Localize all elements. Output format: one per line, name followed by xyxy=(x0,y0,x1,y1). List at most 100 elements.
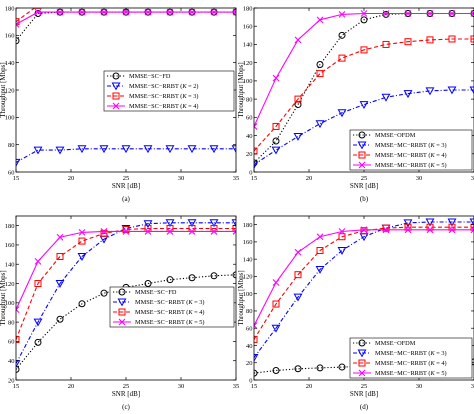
series-line-3 xyxy=(254,229,474,326)
data-point xyxy=(447,218,457,227)
data-point xyxy=(271,324,281,333)
data-point xyxy=(56,233,64,241)
legend-label: MMSE−SC−RRBT (K = 5) xyxy=(135,319,205,326)
series-markers-1 xyxy=(16,145,236,167)
data-point xyxy=(34,280,42,288)
data-point xyxy=(56,253,64,261)
data-point xyxy=(316,364,324,372)
data-point xyxy=(360,226,368,234)
data-point xyxy=(100,229,108,237)
data-point xyxy=(271,146,281,155)
y-tick-label: 140 xyxy=(243,42,253,49)
x-axis-label: SNR [dB] xyxy=(350,390,378,398)
legend-label: MMSE−MC−RRBT (K = 4) xyxy=(375,360,447,367)
data-point xyxy=(55,280,65,288)
data-point xyxy=(16,37,20,45)
data-point xyxy=(78,8,86,16)
y-tick-label: 60 xyxy=(246,326,253,333)
y-tick-label: 60 xyxy=(8,339,15,346)
data-point xyxy=(144,228,152,235)
data-point xyxy=(447,86,457,95)
x-tick-label: 15 xyxy=(251,383,258,390)
data-point xyxy=(382,226,390,234)
series-markers-3 xyxy=(16,228,236,313)
data-point xyxy=(211,1,217,7)
data-point xyxy=(316,247,324,255)
data-point xyxy=(426,36,434,44)
series-line-3 xyxy=(254,12,474,127)
data-point xyxy=(121,225,131,233)
data-point xyxy=(338,54,346,62)
data-point xyxy=(231,145,236,154)
data-point xyxy=(337,109,347,118)
data-point xyxy=(360,227,368,235)
data-point xyxy=(77,145,87,154)
data-point xyxy=(404,226,412,234)
series-markers-3 xyxy=(16,8,236,28)
data-point xyxy=(425,87,435,96)
data-point xyxy=(338,233,346,241)
series-markers-2 xyxy=(254,223,474,343)
legend-label: MMSE−SC−RRBT (K = 4) xyxy=(135,309,205,316)
legend-marker xyxy=(358,359,366,367)
data-point xyxy=(448,10,456,17)
y-tick-label: 0 xyxy=(249,169,252,176)
data-point xyxy=(33,146,43,155)
y-axis-label: Throughput [Mbps] xyxy=(0,62,7,117)
legend-box xyxy=(103,70,235,112)
data-point xyxy=(100,228,108,235)
data-point xyxy=(316,16,324,24)
y-tick-label: 80 xyxy=(246,308,253,315)
x-tick-label: 25 xyxy=(361,175,368,182)
data-point xyxy=(232,228,236,235)
data-point xyxy=(166,228,174,235)
data-point xyxy=(254,335,258,343)
chart-panel-b: 15 20 25 30 35 0 20 40 60 80 100 120 140 160 180 SNR [d… xyxy=(237,5,474,203)
data-point xyxy=(469,218,474,227)
legend-marker xyxy=(118,288,126,296)
data-point xyxy=(122,228,130,235)
legend-label: MMSE−MC−RRBT (K = 3) xyxy=(375,350,447,357)
y-tick-label: 100 xyxy=(243,78,253,85)
y-tick-label: 120 xyxy=(5,281,15,288)
data-point xyxy=(316,233,324,241)
x-tick-label: 35 xyxy=(471,383,474,390)
data-point xyxy=(470,35,474,43)
series-line-2 xyxy=(16,227,236,340)
data-point xyxy=(338,31,346,39)
data-point xyxy=(294,248,302,256)
data-point xyxy=(34,338,42,346)
data-point xyxy=(254,354,259,362)
panel-caption: (d) xyxy=(360,403,369,411)
data-point xyxy=(188,274,196,282)
data-point xyxy=(293,132,303,141)
legend-label: MMSE−OFDM xyxy=(375,132,416,139)
legend-marker xyxy=(358,161,366,169)
legend-label: MMSE−SC−FD xyxy=(135,289,177,296)
data-point xyxy=(254,161,259,170)
data-point xyxy=(99,145,109,154)
legend-marker xyxy=(111,82,121,91)
series-markers-2 xyxy=(254,35,474,155)
data-point xyxy=(404,38,412,46)
data-point xyxy=(272,137,280,145)
y-tick-label: 20 xyxy=(246,151,253,158)
y-tick-label: 160 xyxy=(5,242,15,249)
x-tick-label: 20 xyxy=(68,383,75,390)
y-tick-label: 160 xyxy=(243,239,253,246)
data-point xyxy=(78,237,86,245)
series-line-1 xyxy=(16,222,236,364)
panel-caption: (c) xyxy=(122,403,130,411)
chart-panel-d: 15 20 25 30 35 0 20 40 60 80 100 120 140 160 180 SNR [d… xyxy=(237,215,474,411)
data-point xyxy=(272,74,280,82)
x-tick-label: 25 xyxy=(123,175,130,182)
legend-marker xyxy=(358,151,366,159)
data-point xyxy=(254,369,258,377)
data-point xyxy=(122,226,130,234)
data-point xyxy=(167,1,173,7)
data-point xyxy=(57,1,63,7)
data-point xyxy=(382,224,390,232)
legend-label: MMSE−SC−RRBT (K = 3) xyxy=(135,299,205,306)
legend-box xyxy=(109,286,235,328)
